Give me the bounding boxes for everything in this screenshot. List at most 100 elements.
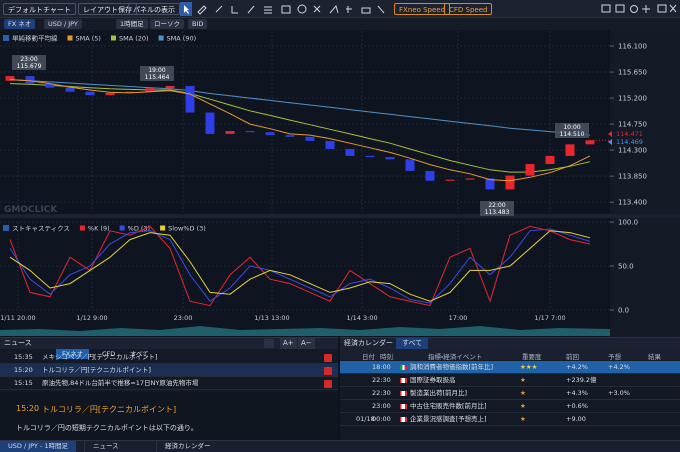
y-tick-label: 116.100	[618, 43, 647, 51]
calendar-tab[interactable]: すべて	[396, 338, 429, 349]
calendar-previous: +4.3%	[566, 389, 588, 397]
font-smaller[interactable]: A−	[298, 338, 315, 349]
calendar-row[interactable]: 01/18 00:00 企業景況感調査[予想売上] ★ +9.00	[340, 413, 680, 426]
calendar-row[interactable]: 22:30 製造業出荷[前月比] ★ +4.3% +3.0%	[340, 387, 680, 400]
candle	[465, 178, 475, 180]
window-icons[interactable]	[600, 3, 678, 15]
market[interactable]: FX ネオ	[4, 19, 36, 29]
legend-entry: Slow%D (3)	[168, 225, 206, 233]
flag-canada	[400, 417, 407, 422]
news-title: ニュース	[4, 339, 32, 347]
candle	[145, 88, 155, 92]
annotation-time: 19:00	[148, 67, 165, 74]
y-tick-label: 113.850	[618, 173, 647, 181]
x-tick-label: 1/14 3:00	[346, 314, 377, 322]
fxneo-speed[interactable]: FXneo Speed	[394, 3, 451, 15]
default-chart[interactable]: デフォルトチャート	[3, 3, 76, 15]
chart-style[interactable]: ローソク	[150, 19, 184, 29]
calendar-importance: ★★★	[520, 363, 538, 371]
news-tab[interactable]: すべて	[130, 350, 149, 358]
indicator-line	[9, 83, 591, 173]
column-header: 結果	[648, 353, 661, 361]
annotation-box	[12, 55, 46, 70]
candle	[405, 159, 415, 171]
y-tick-label: 114.300	[618, 147, 647, 155]
indicator-line	[9, 79, 591, 136]
flag-canada	[400, 391, 407, 396]
candle	[5, 76, 15, 81]
candle	[385, 157, 395, 160]
y-tick-label: 115.200	[618, 95, 647, 103]
x-tick-label: 17:00	[449, 314, 468, 322]
drawing-tools[interactable]	[180, 2, 390, 16]
annotation-price: 115.464	[145, 74, 170, 81]
annotation-time: 10:00	[563, 124, 580, 131]
candle	[545, 155, 555, 165]
legend-entry: SMA (5)	[76, 35, 101, 43]
status-tab[interactable]: 経済カレンダー	[156, 441, 219, 452]
print-button[interactable]	[264, 339, 274, 348]
calendar-forecast: +4.2%	[608, 363, 630, 371]
calendar-row[interactable]: 18:00 調和消費者物価指数[前年比] ★★★ +4.2% +4.2%	[340, 361, 680, 374]
candle	[425, 170, 435, 181]
x-tick-label: 1/13 13:00	[254, 314, 289, 322]
annotation-price: 114.510	[560, 131, 585, 138]
news-row[interactable]: 15:15 原油先物,84ドル台前半で推移=17日NY原油先物市場	[0, 377, 338, 390]
news-time: 15:15	[14, 379, 33, 387]
calendar-importance: ★	[520, 376, 526, 384]
legend-icon	[3, 225, 9, 231]
calendar-time: 22:30	[372, 376, 391, 384]
news-tab[interactable]: FXネオ	[56, 349, 90, 359]
candle	[65, 87, 75, 92]
x-tick-label: 23:00	[174, 314, 193, 322]
price-side[interactable]: BID	[188, 19, 208, 29]
calendar-importance: ★	[520, 402, 526, 410]
calendar-forecast: +3.0%	[608, 389, 630, 397]
calendar-row[interactable]: 23:00 中古住宅販売件数[前月比] ★ +0.6%	[340, 400, 680, 413]
candle	[585, 140, 595, 145]
news-source-icon	[324, 354, 332, 362]
y-tick-label: 100.0	[618, 219, 638, 227]
annotation-box	[140, 66, 174, 81]
news-row[interactable]: 15:20 トルコリラ／円[テクニカルポイント]	[0, 364, 338, 377]
legend-entry: SMA (20)	[119, 35, 149, 43]
toolbar: デフォルトチャート レイアウト保存 パネルの表示 FXneo Speed CFD…	[0, 0, 680, 18]
column-header: 指標・経済イベント	[428, 353, 483, 361]
candle	[45, 83, 55, 88]
price-tag: 114.469	[616, 138, 643, 146]
legend-title: ストキャスティクス	[12, 225, 70, 233]
cfd-speed[interactable]: CFD Speed	[444, 3, 493, 15]
status-tab[interactable]: ニュース	[84, 441, 127, 452]
column-header: 重要度	[522, 353, 542, 361]
news-row[interactable]: 15:35 メキシコペソ／円[テクニカルポイント]	[0, 351, 338, 364]
price-tag: 114.471	[616, 130, 643, 138]
save-layout[interactable]: レイアウト保存	[78, 3, 137, 15]
x-tick-label: 1/12 9:00	[76, 314, 107, 322]
calendar-row[interactable]: 22:30 国際証券取扱高 ★ +239.2億	[340, 374, 680, 387]
timeframe[interactable]: 1時間足	[116, 19, 148, 29]
panel-display[interactable]: パネルの表示	[128, 3, 180, 15]
x-tick-label: 1/11 20:00	[0, 314, 35, 322]
legend-swatch	[67, 35, 73, 41]
price-tag-arrow	[608, 131, 612, 137]
calendar-event: 中古住宅販売件数[前月比]	[410, 402, 487, 410]
legend-swatch	[79, 225, 85, 231]
news-time: 15:35	[14, 353, 33, 361]
chart-header: FX ネオ USD / JPY 1時間足 ローソク BID	[0, 18, 680, 30]
legend-entry: SMA (90)	[167, 35, 197, 43]
watermark: GMOCLICK	[4, 205, 58, 215]
status-tab[interactable]: USD / JPY - 1時間足	[0, 441, 76, 452]
status-bar: USD / JPY - 1時間足 ニュース 経済カレンダー	[0, 440, 680, 452]
calendar-previous: +239.2億	[566, 376, 597, 384]
indicator-line	[9, 230, 591, 302]
flag-canada	[400, 404, 407, 409]
pair[interactable]: USD / JPY	[44, 19, 82, 29]
flag-italy	[400, 365, 407, 370]
font-larger[interactable]: A+	[280, 338, 297, 349]
annotation-time: 22:00	[488, 202, 505, 209]
news-tab[interactable]: CFD	[102, 350, 116, 358]
calendar-previous: +9.00	[566, 415, 586, 423]
candle	[565, 144, 575, 156]
candle	[245, 131, 255, 133]
